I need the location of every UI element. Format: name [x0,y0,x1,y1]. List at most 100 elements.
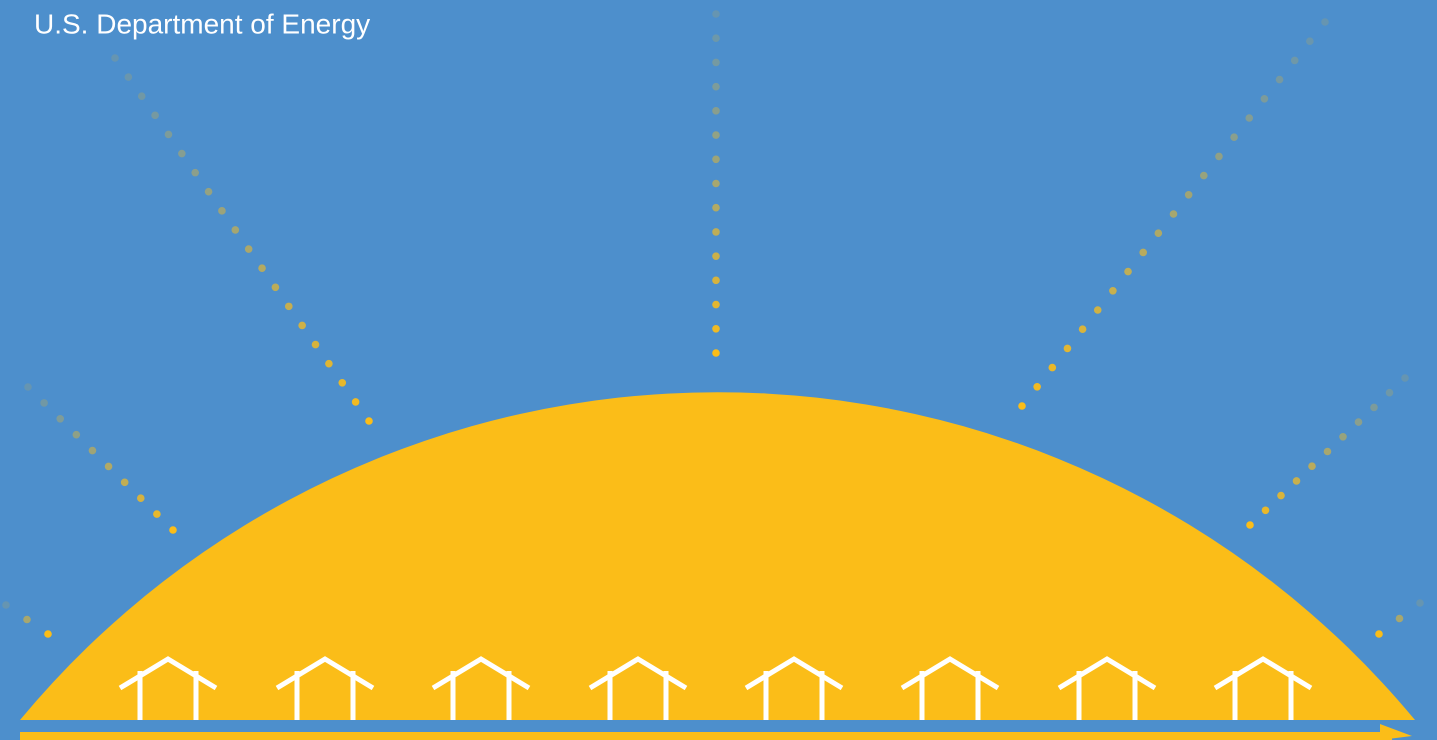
house [900,656,1000,720]
house-roof [744,656,844,691]
ray-dot [56,414,65,423]
house-roof [275,656,375,691]
ray-dot [1375,630,1383,638]
ray-dot [1169,210,1178,218]
ray-dot [1261,506,1270,515]
ray-dot [1139,248,1147,257]
ray-dot [1230,133,1238,141]
ray-dot [1339,433,1347,441]
ray-dot [231,226,240,234]
sun [20,392,1415,720]
ray-dot [164,130,173,139]
ray-dot [1306,37,1314,45]
ray-dot [712,349,720,357]
ray-dot [1018,402,1026,410]
ray-dot [1416,599,1424,607]
ray-dot [271,283,280,292]
ray-dot [351,398,360,406]
house [1057,656,1157,720]
ray-dot [1033,383,1041,391]
ray-dot [1200,171,1208,180]
ray-dot [712,155,720,164]
ray-dot [120,478,129,487]
ray-dot [712,58,720,67]
ray-dot [1385,388,1394,397]
ray-dot [178,149,186,158]
ray-dot [2,601,10,609]
house-roof [431,656,531,691]
ray-dot [712,324,720,333]
ray-dot [151,111,159,120]
house [588,656,688,720]
ray-dot [1246,521,1254,529]
ray-dot [1290,56,1299,65]
arrow-head [1380,724,1412,740]
ray-dot [218,207,226,215]
ray-dot [1395,614,1404,623]
ray-dot [712,131,720,139]
ray-dot [1109,287,1117,295]
ray-dot [712,82,720,91]
ray-dot [1154,229,1163,237]
ray-dot [365,417,373,425]
ray-dot [24,383,32,391]
house [431,656,531,720]
arrow-shaft [20,732,1392,740]
ray-dot [137,92,146,101]
ray-dot [191,168,200,177]
ray-dot [1354,418,1363,426]
ray-dot [1245,114,1254,122]
house-roof [1057,656,1157,691]
ray-dot [1124,267,1132,276]
ray-dot [712,252,720,260]
ray-dot [1215,152,1223,161]
ray-dot [325,359,333,368]
house [275,656,375,720]
ray-dot [1308,462,1316,471]
ray-dot [712,300,720,309]
ray-dot [1277,491,1285,500]
ray-dot [1260,95,1269,103]
ray-dot [124,73,133,81]
house-roof [118,656,218,691]
ray-dot [1078,325,1087,334]
ray-dot [72,430,81,439]
house-roof [588,656,688,691]
house-roof [1213,656,1313,691]
ray-dot [1063,344,1072,353]
ray-dot [1275,75,1284,84]
ray-dot [23,615,31,624]
ray-dot [284,302,293,311]
ray-dot [1370,403,1378,412]
ray-dot [204,187,213,196]
ray-dot [712,179,720,188]
ray-dot [258,264,266,272]
ray-dot [88,446,97,455]
house [1213,656,1313,720]
ray-dot [244,245,253,253]
ray-dot [1184,191,1193,199]
ray-dot [1321,18,1329,26]
ray-dot [136,494,145,503]
title: U.S. Department of Energy [34,8,370,39]
ray-dot [111,54,119,62]
ray-dot [298,321,306,330]
ray-dot [1048,363,1057,372]
ray-dot [153,510,161,518]
ray-dot [712,228,720,236]
ray-dot [104,462,113,471]
ray-dot [40,399,48,407]
ray-dot [712,276,720,285]
sun-rays [2,10,1424,638]
houses [118,656,1313,720]
ray-dot [338,378,347,387]
house-roof [900,656,1000,691]
ray-dot [1292,477,1301,485]
ray-dot [311,340,320,349]
ray-dot [712,34,720,43]
ray-dot [1323,447,1332,456]
house [118,656,218,720]
ray-dot [712,10,720,18]
